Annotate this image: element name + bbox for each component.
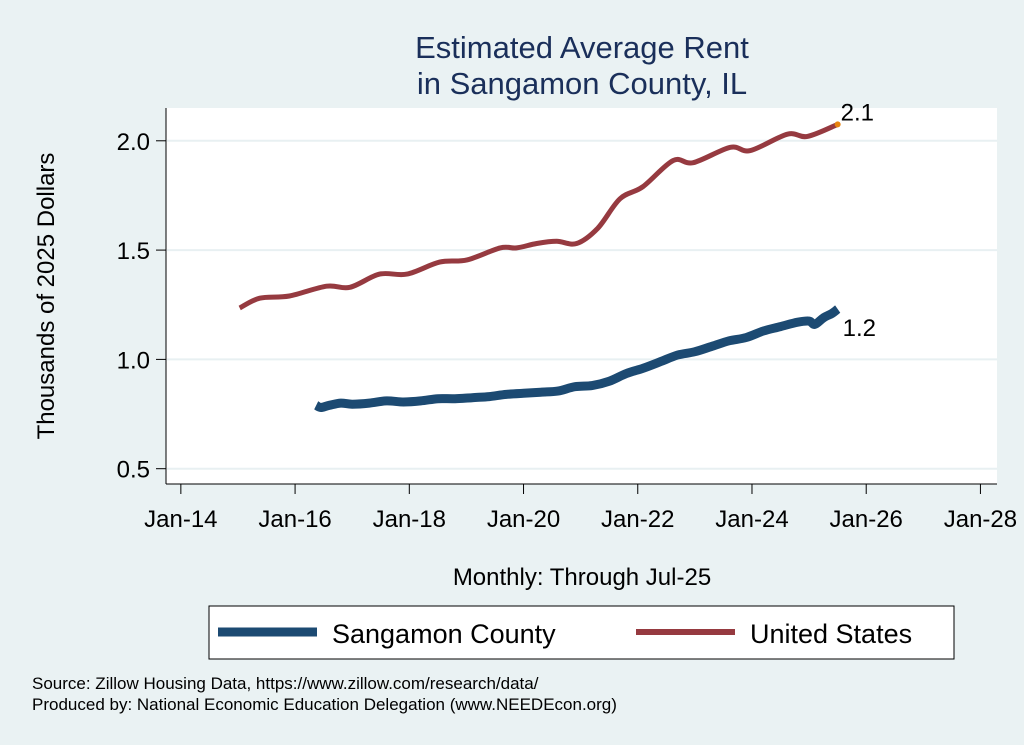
series-end-label-us: 2.1 — [841, 99, 874, 126]
chart-title: Estimated Average Rent in Sangamon Count… — [415, 30, 749, 101]
series-end-marker-us — [834, 121, 841, 128]
gridlines — [167, 139, 997, 470]
series-layer: 1.2 2.1 — [238, 99, 876, 412]
x-tick-label: Jan-24 — [715, 506, 788, 533]
y-tick-label: 2.0 — [117, 129, 150, 156]
source-note: Source: Zillow Housing Data, https://www… — [32, 674, 539, 693]
legend-box — [208, 605, 955, 660]
legend-label-us: United States — [750, 619, 912, 649]
legend: Sangamon County United States — [208, 605, 955, 660]
series-line-us — [238, 122, 839, 311]
y-tick-label: 1.5 — [117, 238, 150, 265]
chart-title-line-2: in Sangamon County, IL — [417, 66, 747, 101]
y-tick-label: 0.5 — [117, 457, 150, 484]
series-end-label-sangamon: 1.2 — [843, 315, 876, 342]
y-tick-label: 1.0 — [117, 347, 150, 374]
x-tick-label: Jan-26 — [830, 506, 903, 533]
y-axis-title: Thousands of 2025 Dollars — [33, 153, 60, 440]
plot-area — [166, 108, 997, 484]
chart-title-line-1: Estimated Average Rent — [415, 30, 749, 65]
producer-note: Produced by: National Economic Education… — [32, 695, 617, 714]
x-tick-label: Jan-28 — [944, 506, 1017, 533]
x-tick-label: Jan-14 — [144, 506, 217, 533]
x-axis: Jan-14 Jan-16 Jan-18 Jan-20 Jan-22 Jan-24 Jan-… — [144, 483, 1017, 533]
x-tick-label: Jan-22 — [601, 506, 674, 533]
legend-label-sangamon: Sangamon County — [332, 619, 556, 649]
series-line-sangamon — [313, 305, 841, 412]
x-tick-label: Jan-16 — [258, 506, 331, 533]
x-axis-title: Monthly: Through Jul-25 — [453, 564, 711, 591]
x-tick-label: Jan-18 — [373, 506, 446, 533]
x-tick-label: Jan-20 — [487, 506, 560, 533]
y-axis: 0.5 1.0 1.5 2.0 — [117, 108, 167, 484]
